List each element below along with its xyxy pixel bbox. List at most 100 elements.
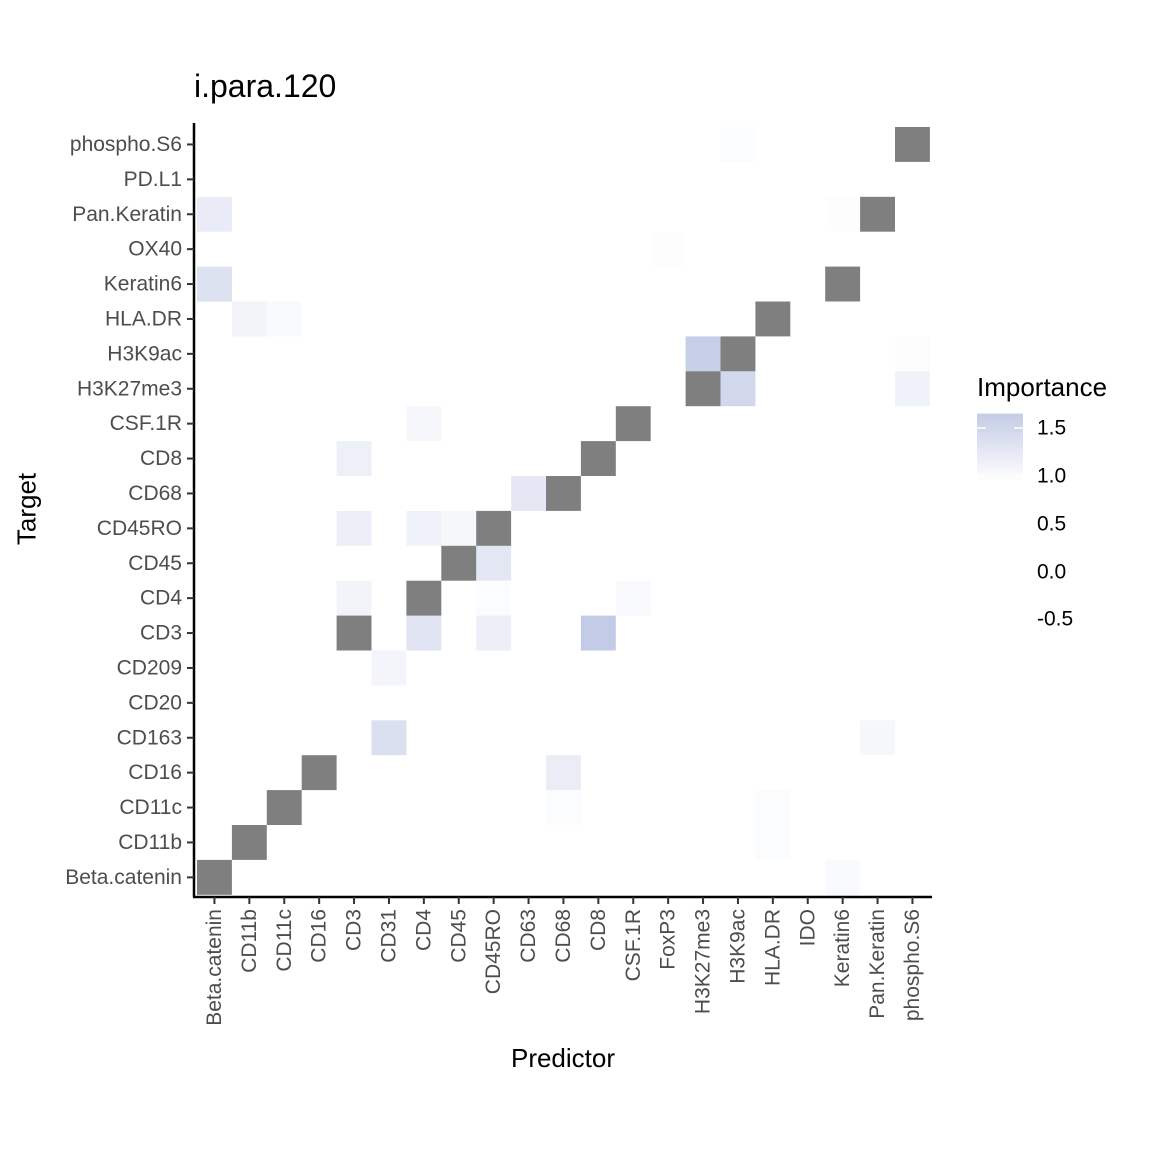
- y-tick-label: HLA.DR: [105, 307, 182, 330]
- heatmap-cell: [197, 266, 232, 302]
- heatmap-cell: [231, 301, 267, 337]
- y-tick-label: CD45: [128, 552, 182, 575]
- y-tick-label: H3K9ac: [107, 342, 182, 365]
- y-tick-label: phospho.S6: [70, 133, 182, 156]
- heatmap-na-cell: [860, 196, 895, 232]
- heatmap-cell: [406, 615, 442, 651]
- y-tick-label: CD209: [117, 656, 182, 679]
- heatmap-cell: [755, 825, 791, 860]
- legend-tick-label: 1.5: [1037, 417, 1066, 440]
- y-tick-label: Beta.catenin: [65, 866, 182, 889]
- y-tick-label: H3K27me3: [77, 377, 182, 400]
- x-tick-label: CD4: [412, 909, 435, 951]
- y-tick-label: CD45RO: [97, 517, 182, 540]
- x-tick-label: CD31: [377, 909, 400, 963]
- y-tick-label: CD8: [140, 447, 182, 470]
- heatmap-cell: [336, 580, 372, 616]
- heatmap-cell: [406, 406, 442, 442]
- heatmap-cell: [441, 510, 477, 546]
- x-tick-label: CD45: [447, 909, 470, 963]
- x-axis-title: Predictor: [510, 1043, 616, 1073]
- y-tick-label: CD3: [140, 622, 182, 645]
- heatmap-cell: [685, 336, 721, 372]
- legend-tick-label: -0.5: [1037, 608, 1073, 631]
- heatmap-cell: [895, 371, 930, 407]
- heatmap-na-cell: [685, 371, 721, 407]
- y-tick-label: CD68: [128, 482, 182, 505]
- x-tick-label: CD11c: [273, 909, 296, 972]
- heatmap-cell: [650, 231, 686, 267]
- x-tick-label: CD45RO: [482, 909, 505, 994]
- x-tick-label: H3K27me3: [692, 909, 715, 1014]
- x-tick-label: CSF.1R: [622, 909, 645, 981]
- x-tick-label: CD63: [517, 909, 540, 963]
- heatmap-na-cell: [825, 266, 861, 302]
- x-tick-label: CD3: [343, 909, 366, 951]
- heatmap-na-cell: [720, 336, 756, 372]
- x-tick-label: H3K9ac: [726, 909, 749, 984]
- chart-title: i.para.120: [194, 68, 337, 104]
- legend-title: Importance: [977, 372, 1108, 402]
- heatmap-cell: [720, 127, 756, 162]
- heatmap-na-cell: [231, 825, 267, 860]
- x-tick-label: CD11b: [238, 909, 261, 973]
- heatmap-cell: [476, 545, 512, 581]
- heatmap-na-cell: [476, 510, 512, 546]
- heatmap-cell: [895, 336, 930, 372]
- heatmap-cell: [720, 371, 756, 407]
- y-tick-label: CD20: [128, 691, 182, 714]
- x-tick-label: CD8: [587, 909, 610, 951]
- heatmap-na-cell: [266, 790, 302, 825]
- heatmap-na-cell: [580, 441, 616, 476]
- heatmap-cell: [755, 790, 791, 825]
- heatmap-cell: [336, 510, 372, 546]
- heatmap-na-cell: [615, 406, 651, 442]
- y-tick-label: CD11b: [118, 831, 182, 854]
- y-tick-label: Keratin6: [104, 273, 182, 296]
- heatmap-na-cell: [336, 615, 372, 651]
- heatmap-cell: [336, 441, 372, 476]
- heatmap-na-cell: [546, 476, 581, 511]
- heatmap-cell: [371, 650, 407, 686]
- legend-colorbar: [977, 413, 1023, 481]
- heatmap-na-cell: [755, 301, 791, 337]
- heatmap-cell: [825, 196, 861, 232]
- x-tick-label: HLA.DR: [761, 909, 784, 986]
- heatmap-cell: [546, 755, 581, 791]
- heatmap-cell: [371, 720, 407, 756]
- y-tick-label: CD16: [128, 761, 182, 784]
- y-tick-label: CSF.1R: [110, 412, 182, 435]
- heatmap-cell: [197, 196, 232, 232]
- y-tick-label: Pan.Keratin: [72, 203, 182, 226]
- heatmap-cell: [580, 615, 616, 651]
- y-tick-label: CD11c: [119, 796, 182, 819]
- heatmap-na-cell: [197, 859, 232, 895]
- x-tick-label: CD16: [308, 909, 331, 963]
- heatmap-na-cell: [895, 127, 930, 162]
- x-tick-label: FoxP3: [657, 909, 680, 970]
- heatmap-cell: [476, 615, 512, 651]
- heatmap-cell: [546, 790, 581, 825]
- heatmap-na-cell: [406, 580, 442, 616]
- y-tick-label: OX40: [128, 238, 182, 261]
- heatmap-cell: [406, 510, 442, 546]
- x-tick-label: Pan.Keratin: [866, 909, 889, 1019]
- y-tick-label: CD4: [140, 587, 182, 610]
- y-tick-label: PD.L1: [124, 168, 182, 191]
- legend-tick-label: 0.0: [1037, 561, 1066, 584]
- heatmap-cell: [511, 476, 546, 511]
- heatmap-cell: [615, 580, 651, 616]
- heatmap-na-cell: [441, 545, 477, 581]
- heatmap-na-cell: [301, 755, 337, 791]
- x-tick-label: Beta.catenin: [203, 909, 226, 1026]
- heatmap-cell: [476, 580, 512, 616]
- legend-tick-label: 1.0: [1037, 465, 1066, 488]
- x-tick-label: IDO: [796, 909, 819, 946]
- x-tick-label: phospho.S6: [901, 909, 924, 1021]
- x-tick-label: CD68: [552, 909, 575, 963]
- y-tick-label: CD163: [117, 726, 182, 749]
- legend-tick-label: 0.5: [1037, 513, 1066, 536]
- heatmap-cell: [860, 720, 895, 756]
- heatmap-cell: [825, 859, 861, 895]
